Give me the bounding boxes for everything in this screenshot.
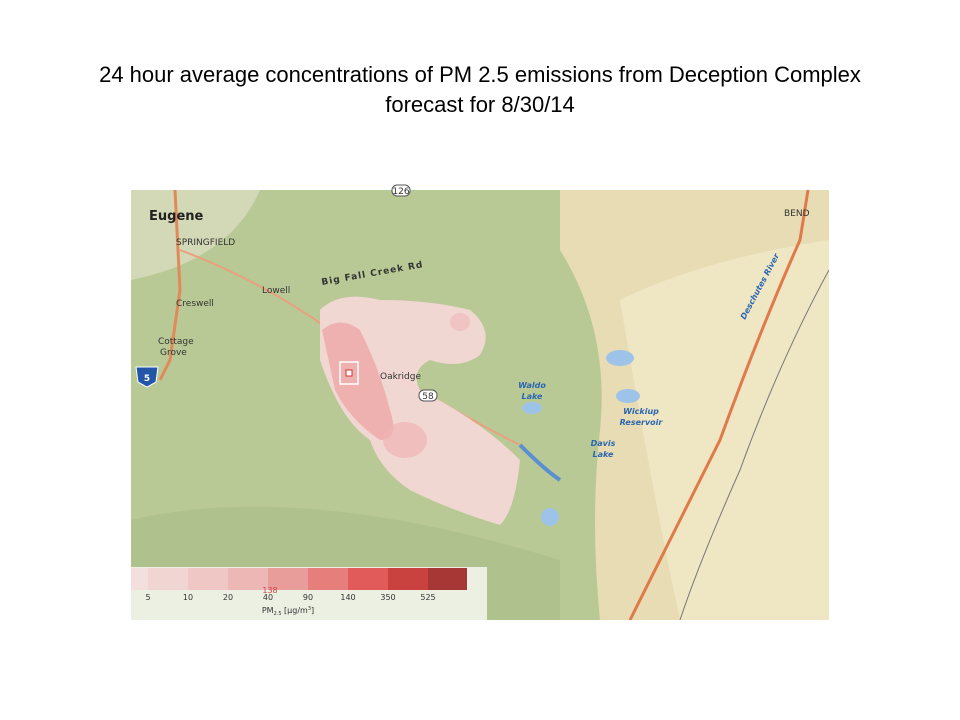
- map-label: Wickiup: [623, 407, 659, 416]
- map-label: Reservoir: [620, 418, 664, 427]
- legend-swatch: [388, 568, 428, 590]
- legend-unit: PM2.5 [µg/m3]: [262, 606, 314, 617]
- title-line: 24 hour average concentrations of PM 2.5…: [99, 62, 861, 87]
- legend-tick-label: 40: [263, 593, 273, 602]
- map-label: Creswell: [176, 299, 214, 309]
- map-label: Lowell: [262, 286, 290, 296]
- legend-swatch: [428, 568, 467, 590]
- legend-marker: 138: [262, 586, 277, 595]
- legend-tick-label: 5: [145, 593, 150, 602]
- map-label: SPRINGFIELD: [176, 238, 235, 248]
- legend-tick-label: 20: [223, 593, 233, 602]
- title-line: forecast for 8/30/14: [385, 92, 575, 117]
- map-label: 58: [422, 392, 434, 402]
- map-label: Grove: [160, 348, 187, 358]
- map-label: Eugene: [149, 209, 204, 224]
- map-label: Davis: [591, 439, 616, 448]
- legend-swatch: [188, 568, 228, 590]
- legend-swatch: [148, 568, 188, 590]
- legend-tick-label: 140: [340, 593, 355, 602]
- map-label: 5: [144, 374, 150, 384]
- map-label: Waldo: [518, 381, 546, 390]
- map-label: Cottage: [158, 337, 194, 347]
- map-label: Lake: [522, 392, 544, 401]
- legend-swatch: [228, 568, 268, 590]
- map-label: 126: [392, 187, 409, 197]
- legend-tick-label: 10: [183, 593, 193, 602]
- legend-swatch: [131, 568, 148, 590]
- legend-tick-label: 525: [420, 593, 435, 602]
- legend-swatch: [348, 568, 388, 590]
- map-label: BEND: [784, 209, 810, 219]
- legend-tick-label: 90: [303, 593, 313, 602]
- map-label: Oakridge: [380, 372, 421, 382]
- legend-tick-label: 350: [380, 593, 395, 602]
- legend-swatch: [308, 568, 348, 590]
- legend-swatch: [268, 568, 308, 590]
- map-label: Lake: [593, 450, 615, 459]
